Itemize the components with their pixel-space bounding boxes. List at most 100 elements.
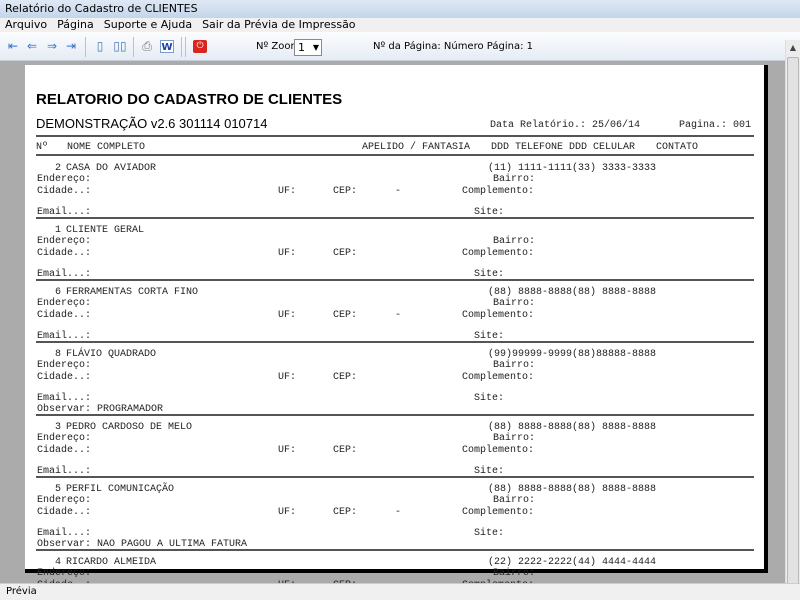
menu-arquivo[interactable]: Arquivo [5, 18, 48, 31]
label-email: Email...: [37, 269, 92, 280]
label-email: Email...: [37, 331, 92, 342]
record-divider [36, 279, 754, 281]
label-bairro: Bairro: [493, 236, 536, 247]
record-number: 1 [54, 225, 61, 236]
record-phone: (88) 8888-8888(88) 8888-8888 [488, 287, 657, 298]
toolbar-separator [133, 37, 134, 57]
first-page-icon[interactable]: ⇤ [7, 39, 19, 53]
zoom-select[interactable]: 1 ▼ [294, 39, 322, 56]
col-alias: APELIDO / FANTASIA [362, 142, 471, 153]
menu-sair-previa[interactable]: Sair da Prévia de Impressão [202, 18, 356, 31]
col-phone: DDD TELEFONE DDD CELULAR [491, 142, 636, 153]
single-page-icon[interactable]: ▯ [96, 39, 104, 53]
label-uf: UF: [278, 507, 297, 518]
label-bairro: Bairro: [493, 495, 536, 506]
label-cidade: Cidade..: [37, 372, 92, 383]
print-icon[interactable]: ⎙ [142, 39, 152, 53]
menu-suporte[interactable]: Suporte e Ajuda [103, 18, 193, 31]
label-complemento: Complemento: [462, 580, 534, 583]
divider [36, 154, 754, 156]
label-uf: UF: [278, 248, 297, 259]
label-cep: CEP: [333, 372, 358, 383]
chevron-down-icon: ▼ [312, 43, 319, 52]
word-export-icon[interactable]: W [160, 40, 174, 53]
menu-bar: Arquivo Página Suporte e Ajuda Sair da P… [0, 18, 800, 32]
record-name: CASA DO AVIADOR [66, 163, 157, 174]
label-complemento: Complemento: [462, 372, 535, 383]
record-divider [36, 217, 754, 219]
window-title: Relatório do Cadastro de CLIENTES [0, 0, 800, 18]
record-name: PEDRO CARDOSO DE MELO [66, 422, 193, 433]
record-phone: (99)99999-9999(88)88888-8888 [488, 349, 657, 360]
record-number: 5 [54, 484, 61, 495]
label-cep: CEP: [333, 580, 357, 583]
label-email: Email...: [37, 207, 92, 218]
label-endereco: Endereço: [37, 568, 92, 579]
zoom-label: Nº Zoom [256, 41, 301, 52]
label-cidade: Cidade..: [37, 445, 92, 456]
label-email: Email...: [37, 528, 92, 539]
label-site: Site: [474, 528, 505, 539]
col-num: Nº [36, 142, 49, 153]
label-complemento: Complemento: [462, 310, 535, 321]
record-cep: - [395, 507, 402, 518]
label-email: Email...: [37, 466, 92, 477]
report-date: Data Relatório.: 25/06/14 [490, 120, 641, 131]
toolbar-separator [85, 37, 86, 57]
label-site: Site: [474, 207, 505, 218]
record-divider [36, 341, 754, 343]
scroll-thumb[interactable] [787, 57, 799, 587]
record-divider [36, 476, 754, 478]
label-endereco: Endereço: [37, 236, 92, 247]
record-divider [36, 414, 754, 416]
label-observar: Observar: [37, 404, 92, 415]
label-cep: CEP: [333, 310, 358, 321]
col-name: NOME COMPLETO [67, 142, 146, 153]
label-cep: CEP: [333, 248, 358, 259]
toolbar-separator [181, 37, 182, 57]
label-site: Site: [474, 393, 505, 404]
next-page-icon[interactable]: ⇒ [46, 39, 58, 53]
label-bairro: Bairro: [493, 568, 536, 579]
report-page: RELATORIO DO CADASTRO DE CLIENTES DEMONS… [25, 65, 768, 583]
label-bairro: Bairro: [493, 174, 536, 185]
label-endereco: Endereço: [37, 360, 92, 371]
label-uf: UF: [278, 372, 297, 383]
scroll-up-icon[interactable]: ▲ [789, 43, 797, 52]
label-uf: UF: [278, 310, 297, 321]
label-endereco: Endereço: [37, 298, 92, 309]
record-phone: (11) 1111-1111(33) 3333-3333 [488, 163, 657, 174]
report-subtitle: DEMONSTRAÇÃO v2.6 301114 010714 [36, 116, 268, 131]
label-cidade: Cidade..: [37, 248, 92, 259]
record-phone: (22) 2222-2222(44) 4444-4444 [488, 557, 657, 568]
report-title: RELATORIO DO CADASTRO DE CLIENTES [36, 91, 343, 108]
label-uf: UF: [278, 580, 296, 583]
menu-pagina[interactable]: Página [57, 18, 94, 31]
record-phone: (88) 8888-8888(88) 8888-8888 [488, 422, 657, 433]
record-phone: (88) 8888-8888(88) 8888-8888 [488, 484, 657, 495]
vertical-scrollbar[interactable]: ▲ [785, 40, 800, 587]
label-cep: CEP: [333, 445, 358, 456]
page-number-label: Nº da Página: Número Página: 1 [373, 41, 533, 52]
label-endereco: Endereço: [37, 495, 92, 506]
label-site: Site: [474, 331, 505, 342]
two-pages-icon[interactable]: ▯▯ [113, 39, 127, 53]
label-cidade: Cidade..: [37, 580, 91, 583]
record-name: CLIENTE GERAL [66, 225, 145, 236]
label-complemento: Complemento: [462, 248, 535, 259]
toolbar: ⇤ ⇐ ⇒ ⇥ ▯ ▯▯ ⎙ W ⏻ Nº Zoom 1 ▼ Nº da Página: Núme… [0, 32, 800, 61]
label-cidade: Cidade..: [37, 507, 92, 518]
label-bairro: Bairro: [493, 433, 536, 444]
record-number: 3 [54, 422, 61, 433]
label-bairro: Bairro: [493, 360, 536, 371]
prev-page-icon[interactable]: ⇐ [26, 39, 38, 53]
close-preview-icon[interactable]: ⏻ [193, 40, 207, 53]
label-cidade: Cidade..: [37, 310, 92, 321]
record-name: FERRAMENTAS CORTA FINO [66, 287, 199, 298]
record-name: PERFIL COMUNICAÇÃO [66, 484, 175, 495]
record-observation: PROGRAMADOR [97, 404, 164, 415]
label-cidade: Cidade..: [37, 186, 92, 197]
record-divider [36, 549, 754, 551]
label-email: Email...: [37, 393, 92, 404]
last-page-icon[interactable]: ⇥ [65, 39, 77, 53]
